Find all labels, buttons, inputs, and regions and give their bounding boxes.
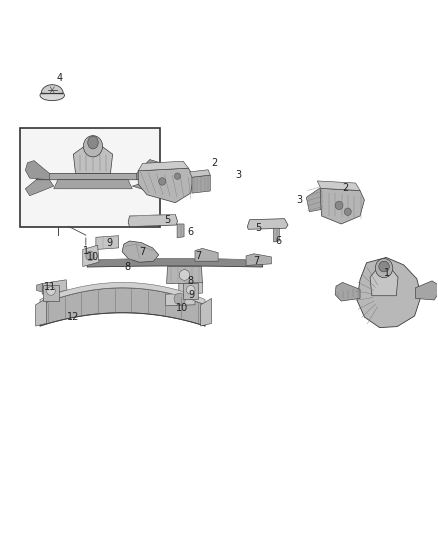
Polygon shape (246, 254, 272, 265)
Ellipse shape (83, 135, 102, 157)
Polygon shape (87, 259, 263, 267)
Polygon shape (179, 282, 202, 294)
Bar (20, 128, 160, 227)
Polygon shape (137, 159, 161, 180)
Polygon shape (128, 214, 177, 227)
Polygon shape (36, 284, 42, 292)
Polygon shape (122, 241, 159, 262)
Polygon shape (192, 175, 210, 193)
Polygon shape (274, 228, 279, 242)
Ellipse shape (40, 90, 64, 101)
Text: 7: 7 (253, 256, 259, 266)
Polygon shape (138, 168, 194, 203)
Polygon shape (416, 281, 438, 300)
Polygon shape (35, 298, 46, 326)
Polygon shape (357, 257, 421, 328)
Text: 6: 6 (275, 236, 281, 246)
Text: 3: 3 (297, 195, 303, 205)
Ellipse shape (375, 259, 393, 278)
Polygon shape (370, 268, 398, 296)
Polygon shape (306, 188, 324, 212)
Polygon shape (43, 285, 59, 301)
Text: 10: 10 (176, 303, 188, 313)
Text: 6: 6 (187, 227, 194, 237)
Polygon shape (83, 245, 99, 266)
Polygon shape (36, 173, 154, 180)
Polygon shape (177, 224, 184, 238)
Text: 11: 11 (43, 282, 56, 292)
Polygon shape (321, 188, 364, 224)
Polygon shape (41, 85, 63, 94)
Ellipse shape (174, 173, 180, 179)
Ellipse shape (174, 293, 185, 305)
Polygon shape (335, 282, 360, 301)
Polygon shape (247, 219, 288, 229)
Polygon shape (190, 169, 210, 177)
Polygon shape (317, 181, 360, 190)
Polygon shape (183, 284, 198, 300)
Ellipse shape (335, 201, 343, 209)
Text: 4: 4 (57, 73, 63, 83)
Ellipse shape (179, 270, 190, 280)
Text: 9: 9 (189, 289, 195, 300)
Polygon shape (195, 248, 218, 261)
Polygon shape (166, 293, 195, 306)
Polygon shape (166, 266, 202, 284)
Polygon shape (132, 181, 161, 196)
Text: 7: 7 (195, 251, 201, 261)
Polygon shape (42, 280, 67, 294)
Text: 2: 2 (343, 183, 349, 193)
Ellipse shape (379, 261, 389, 272)
Polygon shape (73, 146, 113, 173)
Polygon shape (25, 180, 54, 196)
Polygon shape (40, 282, 205, 305)
Ellipse shape (185, 283, 196, 294)
Text: 7: 7 (139, 247, 146, 256)
Polygon shape (138, 161, 188, 171)
Text: 1: 1 (83, 246, 89, 255)
Ellipse shape (344, 208, 351, 215)
Text: 1: 1 (384, 268, 390, 278)
Text: 2: 2 (212, 158, 218, 168)
Text: 5: 5 (255, 223, 261, 233)
Text: 12: 12 (67, 312, 79, 322)
Ellipse shape (88, 136, 98, 149)
Polygon shape (54, 180, 132, 189)
Polygon shape (96, 236, 119, 249)
Polygon shape (40, 288, 205, 326)
Ellipse shape (86, 251, 95, 261)
Text: 3: 3 (236, 170, 242, 180)
Text: 5: 5 (164, 215, 171, 225)
Ellipse shape (159, 177, 166, 185)
Text: 10: 10 (87, 252, 99, 262)
Polygon shape (25, 160, 49, 180)
Text: 8: 8 (124, 262, 131, 271)
Ellipse shape (186, 286, 195, 294)
Polygon shape (201, 298, 212, 326)
Text: 8: 8 (187, 277, 194, 286)
Ellipse shape (46, 287, 55, 295)
Text: 9: 9 (106, 238, 112, 247)
